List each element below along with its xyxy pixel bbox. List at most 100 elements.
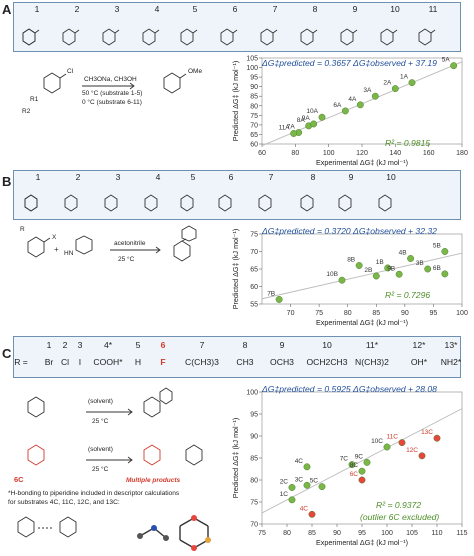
panel-letter-c: C	[2, 346, 12, 361]
r-group: OCH2CH3	[306, 357, 348, 367]
y-tick-label: 95	[250, 75, 258, 82]
panel-a-num: 5	[192, 4, 198, 14]
r-group: Cl	[60, 357, 70, 367]
data-point	[338, 276, 346, 284]
point-label: 4A	[348, 96, 357, 103]
panel-a-num: 7	[272, 4, 278, 14]
data-point	[371, 92, 379, 100]
reaction-b-r: R	[20, 226, 25, 233]
reaction-c-solvent-top: (solvent)	[88, 398, 113, 405]
x-tick-label: 70	[287, 310, 295, 317]
y-tick-label: 55	[250, 302, 258, 309]
data-point	[308, 510, 316, 518]
point-label: 5A	[442, 57, 451, 64]
data-point	[450, 62, 458, 70]
x-tick-label: 180	[456, 150, 468, 157]
panel-c-num: 7	[199, 340, 205, 350]
trend-line	[261, 408, 463, 514]
data-point	[395, 270, 403, 278]
chart-a: 60 80 100 120 140 160 180 60 65 70 75 80 85 90 95 100 10…	[231, 56, 468, 168]
panel-c-num: 2	[62, 340, 68, 350]
svg-text:+: +	[54, 245, 59, 254]
point-label: 9A	[302, 115, 311, 122]
r-group: N(CH3)2	[355, 357, 389, 367]
point-label: 10C	[371, 438, 383, 445]
y-tick-label: 85	[250, 94, 258, 101]
data-point	[275, 296, 283, 303]
data-point	[358, 476, 366, 484]
r-group: Br	[44, 357, 54, 367]
panel-a-num: 8	[312, 4, 318, 14]
y-tick-label: 85	[250, 456, 258, 463]
panel-b-num: 4	[155, 172, 161, 182]
y-tick-label: 70	[250, 522, 258, 529]
y-tick-label: 90	[250, 84, 258, 91]
point-label: 5C	[310, 478, 319, 485]
r-group: F	[160, 357, 166, 367]
panel-c-num: 8	[242, 340, 248, 350]
point-label: 1A	[400, 74, 409, 81]
x-tick-label: 95	[358, 530, 366, 537]
point-label: 9B	[387, 265, 395, 272]
data-point	[398, 439, 406, 447]
reaction-a-cl: Cl	[67, 68, 74, 75]
panel-b-num: 1	[35, 172, 41, 182]
x-tick-label: 90	[401, 310, 409, 317]
r-group: OCH3	[270, 357, 294, 367]
panel-a-num: 10	[390, 4, 400, 14]
reaction-a-r1: R1	[30, 96, 39, 103]
x-tick-label: 160	[423, 150, 435, 157]
point-label: 5B	[433, 243, 441, 250]
point-label: 11A	[279, 124, 291, 131]
point-label: 8B	[347, 257, 355, 264]
panel-c-header-box	[13, 336, 461, 378]
data-point	[318, 483, 326, 491]
chart-c-equation: ΔG‡predicted = 0.5925 ΔG‡observed + 28.0…	[262, 384, 437, 394]
data-point	[372, 272, 380, 280]
panel-a-num: 3	[114, 4, 120, 14]
point-label: 3B	[416, 260, 424, 267]
panel-b-header-box	[13, 170, 461, 220]
panel-c-num: 5	[135, 340, 141, 350]
r-group: COOH*	[93, 357, 123, 367]
y-tick-label: 95	[250, 412, 258, 419]
x-tick-label: 75	[315, 310, 323, 317]
x-tick-label: 85	[308, 530, 316, 537]
panel-b-num: 2	[75, 172, 81, 182]
x-tick-label: 110	[431, 530, 442, 537]
r-group: I	[78, 357, 82, 367]
y-tick-label: 65	[250, 132, 258, 139]
reaction-c-multiple-products: Multiple products	[126, 477, 181, 484]
reaction-c-temp-top: 25 °C	[92, 418, 109, 425]
panel-c-numbers: 1 2 3 4* 5 6 7 8 9 10 11* 12* 13*	[13, 340, 459, 352]
r-group: NH2*	[440, 357, 462, 367]
reaction-b-solvent: acetonitrile	[114, 240, 146, 247]
panel-a-num: 4	[154, 4, 160, 14]
panel-c-r-groups: R = Br Cl I COOH* H F C(CH3)3 CH3 OCH3 O…	[13, 357, 462, 369]
data-point	[383, 443, 391, 451]
y-tick-label: 65	[250, 267, 258, 274]
panel-b-num: 3	[115, 172, 121, 182]
data-point	[363, 458, 371, 466]
y-axis-label: Predicted ΔG‡ (kJ mol⁻¹)	[231, 61, 240, 142]
point-label: 10B	[326, 271, 338, 278]
point-label: 7C	[340, 456, 349, 463]
panel-a-num: 11	[428, 4, 438, 14]
point-label: 2C	[280, 478, 289, 485]
reaction-a-cond1: 50 °C (substrate 1-5)	[82, 90, 143, 97]
x-tick-label: 140	[389, 150, 401, 157]
panel-a-numbers: 1 2 3 4 5 6 7 8 9 10 11	[13, 4, 459, 16]
panel-c-num: 12*	[412, 340, 426, 350]
data-point	[418, 452, 426, 460]
reaction-b-amine: HN	[64, 250, 74, 257]
data-point	[310, 120, 318, 128]
point-label: 3A	[363, 87, 372, 94]
y-axis-label: Predicted ΔG‡ (kJ mol⁻¹)	[231, 418, 240, 499]
panel-c-num: 10	[322, 340, 332, 350]
y-axis-label: Predicted ΔG‡ (kJ mol⁻¹)	[231, 229, 240, 310]
point-label: 4B	[399, 250, 407, 257]
panel-a-num: 1	[34, 4, 40, 14]
data-point	[318, 113, 326, 121]
hbond-complex-sketch	[17, 516, 77, 538]
point-label: 12C	[406, 447, 418, 454]
